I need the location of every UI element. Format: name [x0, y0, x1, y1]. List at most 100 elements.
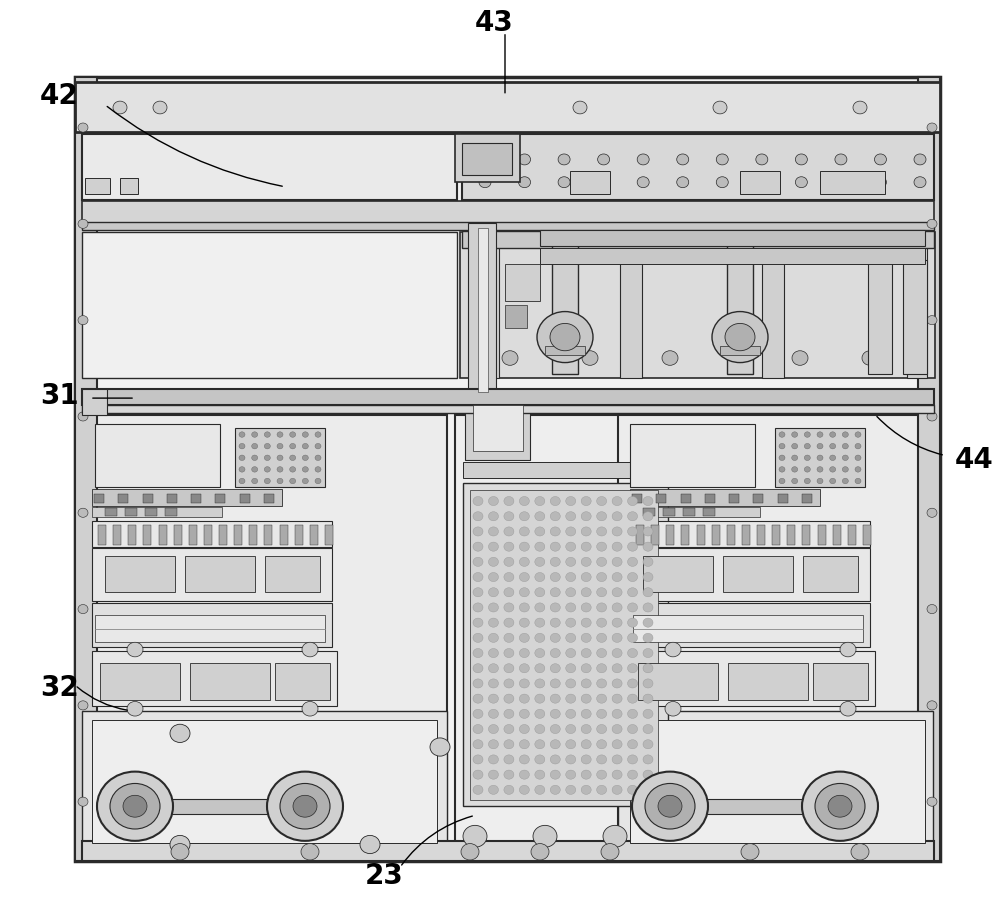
Bar [651, 525, 659, 545]
Circle shape [855, 466, 861, 472]
Circle shape [792, 478, 798, 484]
Circle shape [473, 710, 483, 719]
Circle shape [123, 795, 147, 817]
Circle shape [239, 478, 245, 484]
Bar [85, 178, 110, 194]
Circle shape [277, 432, 283, 437]
Circle shape [519, 496, 529, 506]
Bar [757, 525, 765, 545]
Bar [92, 720, 437, 843]
Bar [120, 178, 138, 194]
Circle shape [519, 649, 529, 658]
Circle shape [488, 527, 498, 536]
Circle shape [504, 724, 514, 733]
Circle shape [473, 633, 483, 642]
Circle shape [473, 694, 483, 703]
Circle shape [612, 603, 622, 612]
Circle shape [804, 432, 810, 437]
Circle shape [566, 496, 576, 506]
Circle shape [519, 603, 529, 612]
Circle shape [535, 740, 545, 749]
Circle shape [581, 694, 591, 703]
Circle shape [127, 701, 143, 716]
Circle shape [628, 740, 638, 749]
Circle shape [504, 740, 514, 749]
Circle shape [502, 351, 518, 365]
Circle shape [597, 740, 607, 749]
Bar [633, 615, 863, 642]
Bar [918, 77, 940, 861]
Bar [802, 525, 810, 545]
Circle shape [473, 724, 483, 733]
Circle shape [855, 444, 861, 449]
Circle shape [643, 679, 653, 688]
Circle shape [558, 154, 570, 165]
Bar [462, 143, 512, 175]
Circle shape [662, 351, 678, 365]
Circle shape [504, 572, 514, 581]
Circle shape [581, 496, 591, 506]
Circle shape [504, 694, 514, 703]
Bar [630, 507, 760, 517]
Bar [545, 346, 585, 355]
Circle shape [581, 527, 591, 536]
Bar [455, 415, 695, 852]
Circle shape [566, 740, 576, 749]
Bar [630, 548, 870, 601]
Circle shape [519, 710, 529, 719]
Circle shape [504, 664, 514, 673]
Bar [813, 663, 868, 700]
Bar [75, 82, 940, 132]
Circle shape [566, 694, 576, 703]
Circle shape [473, 618, 483, 627]
Bar [723, 556, 793, 592]
Bar [868, 260, 892, 374]
Circle shape [581, 572, 591, 581]
Circle shape [519, 527, 529, 536]
Bar [234, 525, 242, 545]
Bar [630, 424, 755, 487]
Circle shape [430, 738, 450, 756]
Bar [100, 663, 180, 700]
Circle shape [792, 466, 798, 472]
Circle shape [597, 649, 607, 658]
Circle shape [835, 154, 847, 165]
Circle shape [293, 795, 317, 817]
Circle shape [628, 588, 638, 597]
Bar [656, 494, 666, 503]
Circle shape [874, 177, 886, 188]
Circle shape [862, 351, 878, 365]
Circle shape [531, 844, 549, 860]
Bar [113, 525, 121, 545]
Bar [82, 232, 457, 378]
Circle shape [597, 785, 607, 794]
Circle shape [535, 512, 545, 521]
Circle shape [78, 220, 88, 229]
Circle shape [488, 633, 498, 642]
Circle shape [643, 588, 653, 597]
Bar [540, 230, 925, 246]
Circle shape [535, 785, 545, 794]
Circle shape [264, 466, 270, 472]
Bar [215, 494, 225, 503]
Bar [190, 663, 270, 700]
Circle shape [597, 572, 607, 581]
Circle shape [643, 572, 653, 581]
Circle shape [566, 679, 576, 688]
Circle shape [488, 572, 498, 581]
Bar [818, 525, 826, 545]
Circle shape [535, 710, 545, 719]
Circle shape [628, 572, 638, 581]
Circle shape [804, 444, 810, 449]
Bar [105, 508, 117, 516]
Circle shape [582, 351, 598, 365]
Text: 31: 31 [40, 383, 79, 410]
Circle shape [628, 512, 638, 521]
Circle shape [597, 710, 607, 719]
Circle shape [603, 825, 627, 847]
Circle shape [598, 177, 610, 188]
Circle shape [488, 618, 498, 627]
Circle shape [535, 649, 545, 658]
Circle shape [78, 797, 88, 806]
Circle shape [550, 785, 560, 794]
